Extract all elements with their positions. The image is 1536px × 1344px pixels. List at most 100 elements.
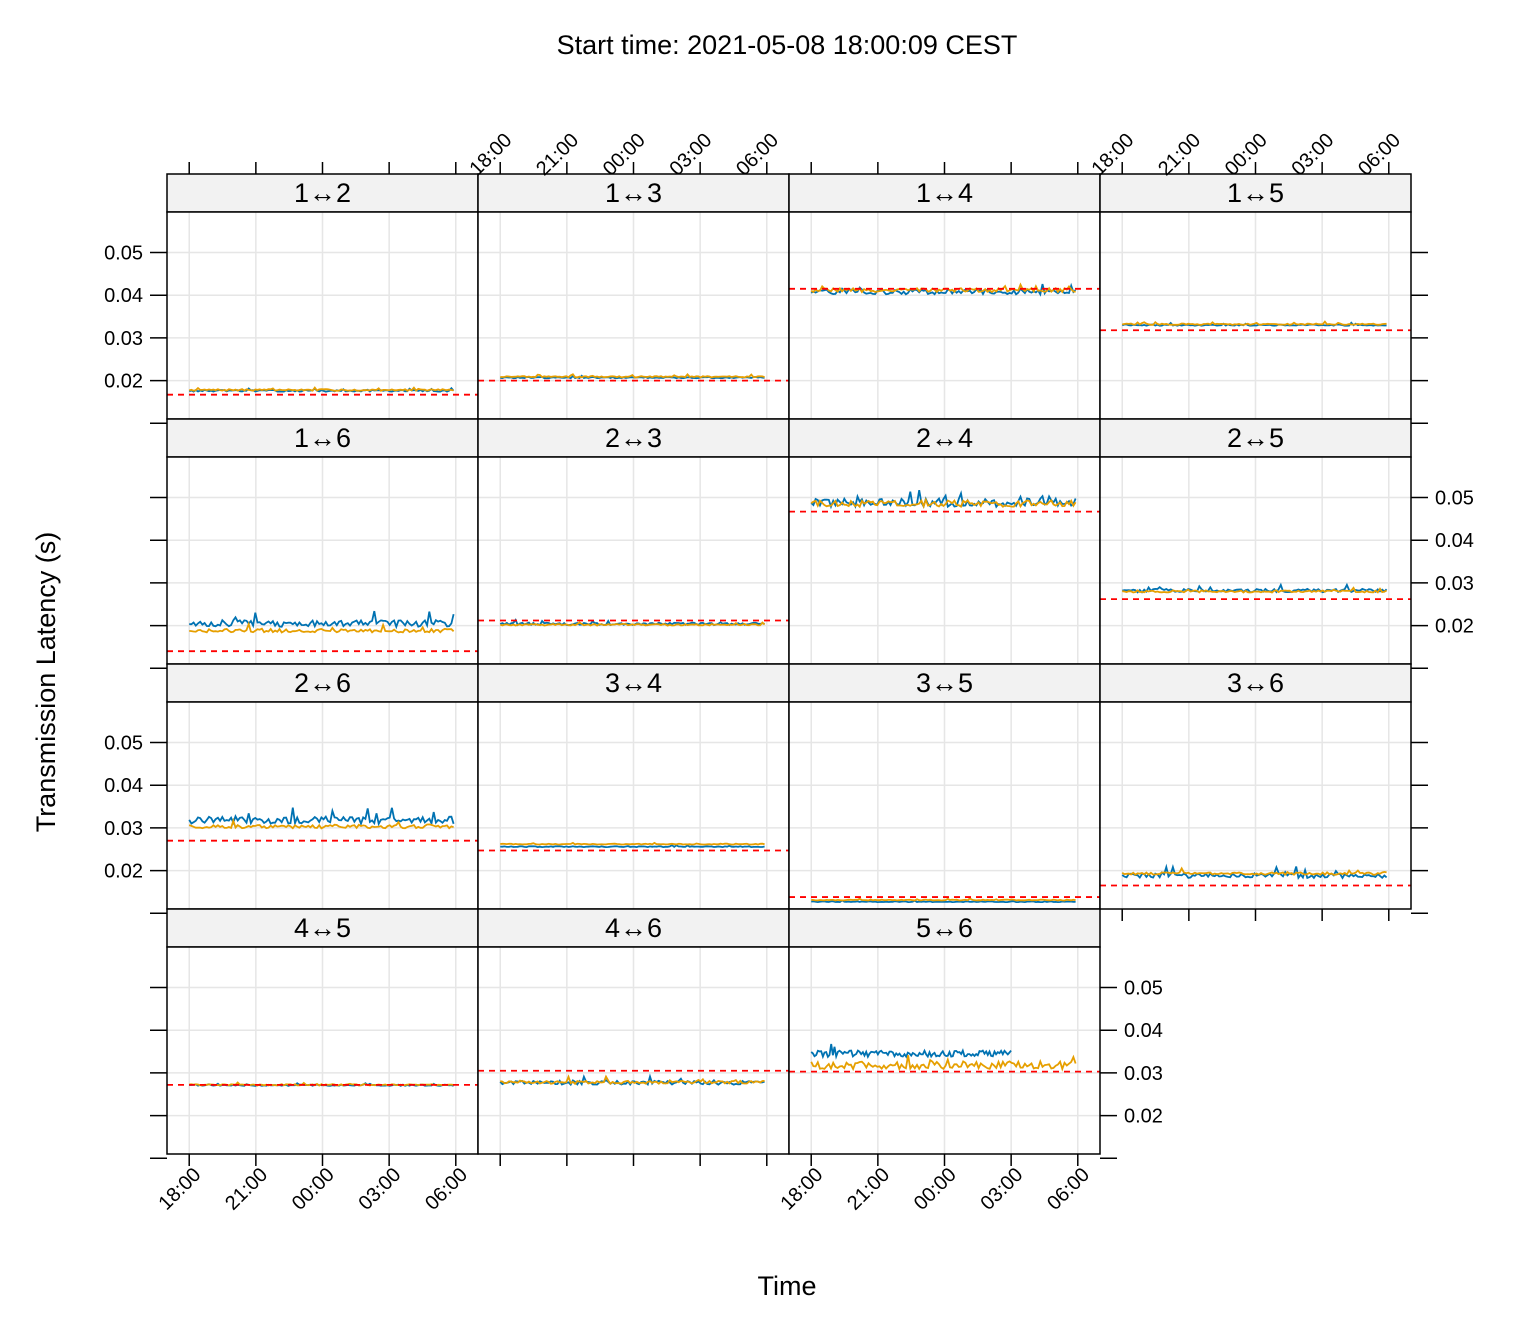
panel-strip-label: 2↔6 xyxy=(294,668,351,698)
x-tick-label: 21:00 xyxy=(532,129,583,180)
panel-8: 2↔5 xyxy=(1099,418,1412,665)
series-line-blue xyxy=(500,374,765,380)
panel-10: 3↔4 xyxy=(477,663,790,910)
panel-strip xyxy=(788,908,1101,948)
panel-strip xyxy=(166,908,479,948)
x-tick-label: 00:00 xyxy=(288,1164,339,1215)
series-line-orange xyxy=(500,1074,765,1086)
y-tick-label: 0.03 xyxy=(1435,573,1474,595)
panel-1: 1↔2 xyxy=(166,173,479,420)
x-tick-label: 06:00 xyxy=(421,1164,472,1215)
panel-strip-label: 1↔5 xyxy=(1227,178,1284,208)
series-line-orange xyxy=(188,386,454,392)
x-tick-label: 18:00 xyxy=(466,129,517,180)
panel-strip-label: 1↔3 xyxy=(605,178,662,208)
series-line-blue xyxy=(189,610,455,630)
panel-11: 3↔5 xyxy=(788,663,1101,910)
series-line-orange xyxy=(811,897,1076,902)
x-tick-label: 00:00 xyxy=(1221,129,1272,180)
y-tick-label: 0.02 xyxy=(1435,616,1474,638)
series-line-orange xyxy=(500,841,765,846)
series-line-orange xyxy=(189,621,455,634)
series-line-orange xyxy=(1122,586,1388,594)
x-tick-label: 21:00 xyxy=(1154,129,1205,180)
panel-strip-label: 1↔4 xyxy=(916,178,973,208)
x-tick-label: 00:00 xyxy=(910,1164,961,1215)
x-tick-label: 06:00 xyxy=(1354,129,1405,180)
y-tick-label: 0.04 xyxy=(104,775,143,797)
x-tick-label: 21:00 xyxy=(843,1164,894,1215)
panel-2: 1↔3 xyxy=(477,173,790,420)
panel-strip-label: 2↔4 xyxy=(916,423,973,453)
x-tick-label: 00:00 xyxy=(599,129,650,180)
panel-9: 2↔6 xyxy=(166,663,479,910)
x-tick-label: 03:00 xyxy=(976,1164,1027,1215)
panel-strip-label: 5↔6 xyxy=(916,913,973,943)
panel-strip-label: 4↔5 xyxy=(294,913,351,943)
panels-layer: 1↔2 1↔3 1↔4 1↔5 1↔6 2↔3 2↔4 2↔5 2↔6 3↔4 3↔5 3↔6 4↔5 4… xyxy=(166,173,1412,1155)
panel-strip-label: 1↔6 xyxy=(294,423,351,453)
x-tick-label: 03:00 xyxy=(665,129,716,180)
panel-strip-label: 4↔6 xyxy=(605,913,662,943)
series-line-blue xyxy=(1121,863,1388,880)
panel-5: 1↔6 xyxy=(166,418,479,665)
x-tick-label: 21:00 xyxy=(221,1164,272,1215)
y-tick-label: 0.03 xyxy=(1124,1063,1163,1085)
series-line-orange xyxy=(1121,866,1387,877)
series-line-orange xyxy=(500,373,765,379)
panel-4: 1↔5 xyxy=(1099,173,1412,420)
panel-strip xyxy=(477,418,790,458)
panel-strip-label: 2↔3 xyxy=(605,423,662,453)
panel-strip-label: 3↔5 xyxy=(916,668,973,698)
x-tick-label: 18:00 xyxy=(1088,129,1139,180)
panel-strip xyxy=(788,173,1101,213)
series-line-blue xyxy=(811,899,1076,904)
y-tick-label: 0.04 xyxy=(104,285,143,307)
panel-7: 2↔4 xyxy=(788,418,1101,665)
y-tick-label: 0.03 xyxy=(104,818,143,840)
x-tick-label: 06:00 xyxy=(1043,1164,1094,1215)
y-tick-label: 0.05 xyxy=(104,733,143,755)
series-line-orange xyxy=(1122,320,1387,326)
x-tick-label: 03:00 xyxy=(1287,129,1338,180)
y-tick-label: 0.04 xyxy=(1124,1020,1163,1042)
x-tick-label: 18:00 xyxy=(155,1164,206,1215)
y-tick-label: 0.02 xyxy=(104,371,143,393)
panel-strip-label: 3↔4 xyxy=(605,668,662,698)
y-tick-label: 0.05 xyxy=(1124,978,1163,1000)
x-tick-label: 06:00 xyxy=(732,129,783,180)
y-tick-label: 0.02 xyxy=(104,861,143,883)
series-line-blue xyxy=(810,1043,1012,1060)
x-tick-label: 03:00 xyxy=(354,1164,405,1215)
panel-13: 4↔5 xyxy=(166,908,479,1155)
x-tick-label: 18:00 xyxy=(777,1164,828,1215)
y-axis-label: Transmission Latency (s) xyxy=(31,532,61,833)
chart-title: Start time: 2021-05-08 18:00:09 CEST xyxy=(557,30,1018,60)
series-line-orange xyxy=(499,621,766,627)
panel-strip xyxy=(1099,418,1412,458)
panel-strip xyxy=(1099,663,1412,703)
y-tick-label: 0.05 xyxy=(104,243,143,265)
panel-strip-label: 3↔6 xyxy=(1227,668,1284,698)
panel-strip xyxy=(477,173,790,213)
panel-strip xyxy=(477,908,790,948)
y-tick-label: 0.02 xyxy=(1124,1106,1163,1128)
series-line-orange xyxy=(810,497,1077,509)
panel-6: 2↔3 xyxy=(477,418,790,665)
x-axis-label: Time xyxy=(758,1271,817,1301)
y-tick-label: 0.03 xyxy=(104,328,143,350)
panel-strip-label: 2↔5 xyxy=(1227,423,1284,453)
panel-strip xyxy=(166,173,479,213)
panel-strip xyxy=(166,663,479,703)
panel-14: 4↔6 xyxy=(477,908,790,1155)
series-line-orange xyxy=(188,817,454,830)
series-line-blue xyxy=(500,844,765,849)
series-line-blue xyxy=(810,282,1077,297)
panel-15: 5↔6 xyxy=(788,908,1101,1155)
series-line-orange xyxy=(810,1054,1077,1072)
y-tick-label: 0.05 xyxy=(1435,488,1474,510)
panel-12: 3↔6 xyxy=(1099,663,1412,910)
panel-3: 1↔4 xyxy=(788,173,1101,420)
y-tick-label: 0.04 xyxy=(1435,530,1474,552)
